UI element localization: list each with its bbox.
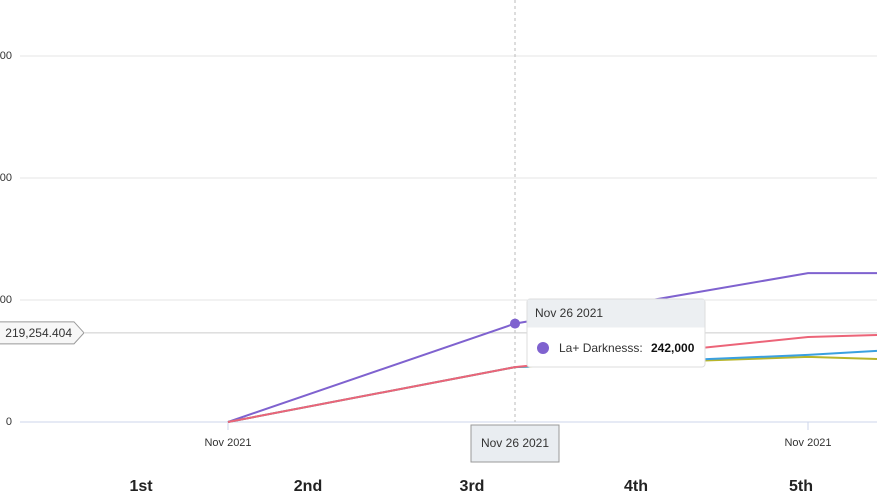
bottom-label: 2nd — [294, 478, 322, 495]
tooltip-title: Nov 26 2021 — [535, 306, 603, 320]
tooltip-dot — [537, 342, 549, 354]
bottom-label: 5th — [789, 478, 813, 495]
bottom-label: 1st — [129, 478, 153, 495]
tooltip-head — [527, 299, 705, 328]
y-tick-label: 300,000 — [0, 294, 12, 306]
x-tick-label: Nov 2021 — [784, 437, 831, 449]
y-tick-label: 600,000 — [0, 172, 12, 184]
bottom-label: 3rd — [460, 478, 485, 495]
crosshair-x-label: Nov 26 2021 — [481, 436, 549, 450]
crosshair-y-box — [0, 321, 85, 345]
x-tick-label: Nov 2021 — [204, 437, 251, 449]
y-tick-label: 0 — [6, 416, 12, 428]
bottom-label: 4th — [624, 478, 648, 495]
crosshair-x-box — [470, 424, 560, 463]
tooltip-value: 242,000 — [651, 341, 695, 355]
crosshair-y-label: 219,254.404 — [5, 326, 72, 340]
tooltip-series: La+ Darknesss: — [559, 341, 643, 355]
series-line — [227, 272, 877, 423]
y-tick-label: 900,000 — [0, 50, 12, 62]
hover-point — [510, 318, 520, 329]
